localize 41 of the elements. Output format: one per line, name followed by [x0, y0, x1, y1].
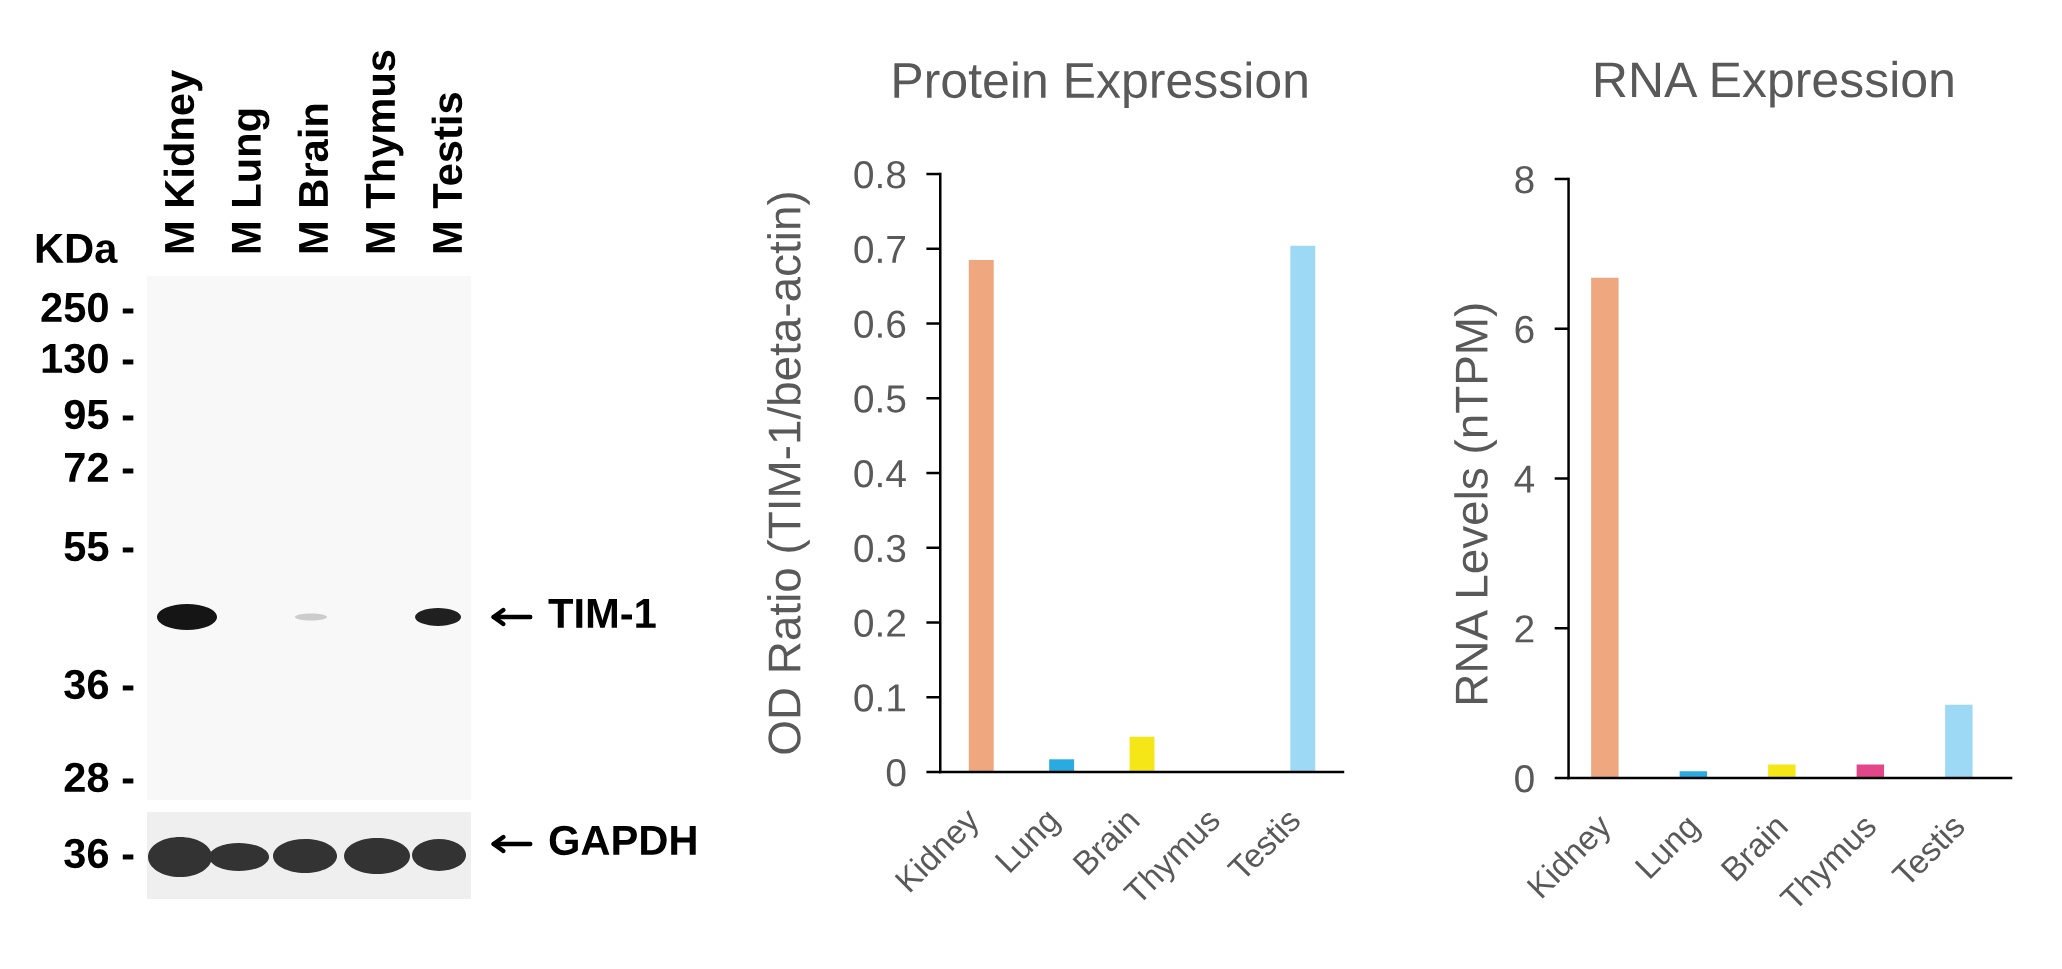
text: 36 -	[64, 838, 134, 869]
bar	[1290, 245, 1316, 772]
category-label: M Lung	[231, 109, 270, 253]
text: GAPDH	[549, 825, 696, 856]
text: 95 -	[64, 399, 134, 430]
y-axis-title: RNA Levels (nTPM)	[1454, 304, 1497, 703]
chart-title: Protein Expression	[894, 61, 1307, 109]
category-label: M Testis	[431, 93, 463, 253]
bar	[1768, 764, 1796, 779]
y-tick-label: 0.1	[854, 684, 906, 712]
chart-title: RNA Expression	[1595, 60, 1953, 108]
bar	[1591, 277, 1619, 779]
text: 130 -	[42, 343, 134, 374]
y-tick-label: 0	[886, 758, 906, 787]
text: 28 -	[64, 762, 134, 793]
text: 55 -	[64, 532, 134, 562]
y-tick-label: 2	[1515, 615, 1534, 643]
text: 36 -	[64, 669, 134, 700]
y-tick-label: 0.8	[854, 160, 906, 189]
category-label: M Thymus	[364, 50, 404, 253]
bar	[1129, 736, 1155, 772]
y-tick-label: 6	[1515, 315, 1534, 344]
y-tick-label: 0.2	[854, 609, 905, 637]
text: 72 -	[65, 452, 134, 482]
y-tick-label: 0.6	[854, 310, 906, 338]
y-tick-label: 0.4	[854, 459, 906, 488]
y-tick-label: 0.3	[854, 534, 906, 563]
y-axis-title: OD Ratio (TIM-1/beta-actin)	[767, 193, 810, 754]
text: 250 -	[41, 292, 134, 323]
text: KDa	[36, 234, 118, 264]
y-tick-label: 0.5	[854, 385, 906, 413]
y-tick-label: 8	[1515, 165, 1534, 194]
bar	[1945, 704, 1973, 779]
y-tick-label: 0.7	[854, 235, 905, 264]
y-tick-label: 4	[1514, 465, 1535, 493]
bar	[1049, 759, 1075, 772]
y-tick-label: 0	[1515, 764, 1534, 793]
text: TIM-1	[548, 599, 656, 628]
category-label: M Brain	[297, 104, 329, 253]
category-label: M Kidney	[163, 70, 203, 253]
bar	[968, 259, 994, 772]
